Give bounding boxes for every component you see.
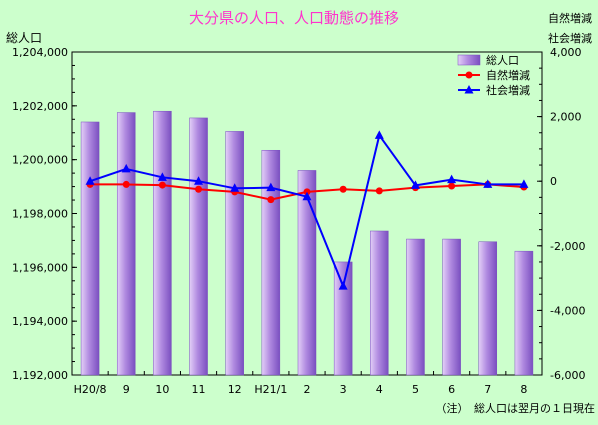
- social-change-point: [121, 163, 131, 173]
- right-tick-label: 4,000: [550, 46, 582, 59]
- x-tick-label: 4: [376, 383, 383, 396]
- social-change-point: [410, 180, 420, 189]
- x-tick-label: 12: [228, 383, 242, 396]
- population-bar: [442, 238, 461, 376]
- left-tick-label: 1,192,000: [12, 369, 68, 382]
- x-tick-label: 8: [520, 383, 527, 396]
- population-bar: [370, 230, 389, 376]
- social-change-point: [483, 179, 493, 188]
- legend-swatch-natural-marker: [465, 71, 473, 79]
- left-tick-label: 1,204,000: [12, 46, 68, 59]
- legend-label-social: 社会増減: [486, 83, 530, 97]
- social-change-point: [157, 172, 167, 181]
- right-tick-label: -2,000: [550, 240, 585, 253]
- right-tick-label: -6,000: [550, 369, 585, 382]
- population-bar: [406, 238, 425, 376]
- x-tick-label: 10: [155, 383, 169, 396]
- left-tick-label: 1,196,000: [12, 261, 68, 274]
- population-bar: [116, 112, 136, 376]
- social-change-point: [302, 191, 312, 201]
- natural-change-point: [375, 187, 383, 195]
- x-tick-label: 5: [412, 383, 419, 396]
- x-tick-label: 9: [123, 383, 130, 396]
- population-bar: [189, 117, 208, 376]
- left-tick-label: 1,202,000: [12, 100, 68, 113]
- left-tick-label: 1,200,000: [12, 154, 68, 167]
- social-change-point: [266, 182, 276, 192]
- x-tick-label: H20/8: [74, 383, 107, 396]
- social-change-point: [519, 179, 529, 188]
- social-change-point: [85, 176, 95, 185]
- population-bar: [333, 261, 353, 376]
- left-tick-label: 1,194,000: [12, 315, 68, 328]
- natural-change-point: [339, 185, 347, 193]
- social-change-point: [338, 281, 348, 290]
- population-bar: [478, 241, 498, 376]
- population-bar: [153, 110, 172, 376]
- chart-title: 大分県の人口、人口動態の推移: [189, 9, 399, 27]
- right-axis-label-top: 自然増減: [548, 11, 592, 25]
- population-bar: [297, 170, 317, 376]
- x-tick-label: 7: [484, 383, 491, 396]
- right-axis-label-bottom: 社会増減: [548, 31, 592, 45]
- population-bar: [225, 131, 244, 376]
- social-change-point: [230, 183, 240, 192]
- population-bar: [261, 149, 281, 376]
- x-tick-label: 6: [448, 383, 455, 396]
- x-tick-label: 2: [304, 383, 311, 396]
- natural-change-point: [122, 180, 130, 188]
- natural-change-point: [158, 181, 166, 189]
- social-change-point: [374, 130, 384, 139]
- left-axis-label: 総人口: [6, 31, 42, 45]
- right-tick-label: 2,000: [550, 111, 582, 124]
- population-bar: [514, 250, 534, 376]
- social-change-point: [447, 174, 457, 184]
- natural-change-point: [448, 182, 456, 190]
- right-tick-label: -4,000: [550, 304, 585, 317]
- legend-swatch-social-marker: [464, 85, 474, 94]
- x-tick-label: H21/1: [254, 383, 287, 396]
- footnote: （注） 総人口は翌月の１日現在: [436, 401, 596, 415]
- plot-area: 1,192,000 1,194,000 1,196,000 1,198,000 1,20…: [12, 46, 585, 396]
- right-tick-label: 0: [550, 175, 557, 188]
- legend-swatch-population: [457, 54, 481, 66]
- legend-label-population: 総人口: [486, 53, 519, 67]
- natural-change-point: [195, 185, 203, 193]
- x-tick-label: 11: [192, 383, 206, 396]
- x-tick-label: 3: [340, 383, 347, 396]
- legend-label-natural: 自然増減: [486, 68, 530, 82]
- left-tick-label: 1,198,000: [12, 208, 68, 221]
- population-bar: [80, 121, 100, 376]
- social-change-point: [194, 176, 204, 185]
- natural-change-point: [267, 196, 275, 204]
